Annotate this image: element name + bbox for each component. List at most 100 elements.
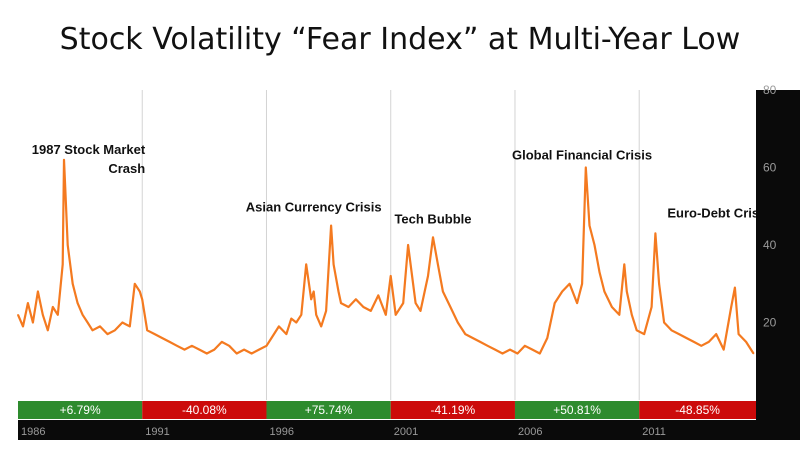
annotation-label: Global Financial Crisis — [512, 148, 652, 163]
data-point — [121, 321, 124, 324]
data-point — [693, 341, 695, 343]
data-point — [432, 236, 434, 239]
data-point — [581, 282, 583, 285]
data-point — [270, 337, 273, 339]
period-return-label: -41.19% — [430, 403, 475, 417]
x-tick-label: 2011 — [642, 426, 666, 438]
data-point — [61, 263, 64, 266]
data-point — [250, 352, 253, 355]
data-point — [479, 341, 481, 343]
y-tick-label: 20 — [763, 316, 777, 330]
data-point — [524, 344, 526, 347]
data-point — [658, 282, 660, 285]
data-point — [64, 186, 67, 188]
data-point — [509, 348, 511, 351]
data-point — [501, 352, 504, 355]
data-point — [340, 302, 342, 304]
data-point — [183, 348, 186, 351]
data-point — [330, 224, 332, 227]
x-tick-label: 1991 — [145, 426, 169, 438]
data-point — [707, 341, 710, 343]
data-point — [618, 313, 621, 316]
data-point — [138, 290, 141, 293]
data-point — [99, 325, 101, 328]
data-point — [161, 337, 163, 339]
data-point — [106, 333, 109, 335]
data-point — [355, 298, 357, 301]
data-point — [37, 290, 39, 293]
x-tick-labels: 1986 1991 1996 2001 2006 2011 — [21, 426, 666, 438]
data-point — [168, 341, 171, 343]
data-point — [584, 166, 587, 169]
data-point — [146, 329, 149, 332]
x-tick-label: 2006 — [518, 426, 542, 438]
data-point — [278, 325, 280, 328]
data-point — [332, 263, 335, 266]
data-point — [635, 329, 638, 332]
data-point — [394, 313, 397, 316]
period-return-label: +50.81% — [553, 403, 601, 417]
data-point — [86, 321, 89, 324]
data-point — [603, 290, 606, 293]
data-point — [377, 294, 380, 297]
period-returns-bar: +6.79% -40.08% +75.74% -41.19% +50.81% -48.85… — [18, 401, 756, 419]
data-point — [51, 306, 54, 308]
plot-background — [18, 90, 756, 400]
data-point — [141, 298, 144, 301]
data-point — [198, 348, 201, 351]
data-point — [414, 302, 417, 304]
data-point — [325, 310, 327, 312]
data-point — [265, 344, 268, 347]
data-point — [191, 344, 193, 347]
data-point — [654, 232, 657, 235]
data-point — [63, 158, 65, 161]
grid-lines — [141, 90, 640, 400]
data-point — [752, 352, 755, 355]
data-point — [588, 224, 591, 227]
data-point — [22, 325, 24, 328]
data-point — [685, 337, 688, 339]
data-point — [745, 341, 747, 343]
data-point — [310, 298, 313, 301]
data-point — [643, 333, 645, 335]
data-point — [228, 344, 231, 347]
data-point — [27, 302, 29, 304]
period-return-label: -40.08% — [182, 403, 227, 417]
data-point — [611, 306, 613, 308]
series-line-0 — [16, 158, 755, 355]
data-point — [553, 302, 556, 304]
data-point — [300, 313, 303, 316]
data-point — [737, 333, 740, 335]
data-point — [42, 313, 44, 316]
data-point — [295, 321, 298, 324]
data-point — [516, 352, 519, 355]
data-point — [384, 313, 387, 316]
data-point — [449, 306, 452, 308]
data-point — [220, 341, 223, 343]
period-return-band — [18, 401, 143, 419]
data-point — [129, 325, 131, 328]
data-point — [370, 310, 372, 312]
annotation-label-line2: Crash — [108, 161, 145, 176]
data-point — [258, 348, 260, 351]
data-point — [730, 306, 732, 308]
data-point — [442, 290, 444, 293]
period-return-band — [266, 401, 391, 419]
period-return-label: +75.74% — [305, 403, 353, 417]
data-point — [419, 310, 422, 312]
y-tick-label: 40 — [763, 238, 777, 252]
y-tick-labels: 20 40 60 80 — [763, 83, 777, 330]
y-tick-label: 60 — [763, 161, 777, 175]
x-tick-label: 1986 — [21, 426, 45, 438]
series-line-layer — [16, 158, 755, 355]
data-point — [290, 317, 293, 320]
data-point — [464, 333, 467, 335]
x-tick-label: 1996 — [269, 426, 293, 438]
data-point — [71, 282, 74, 285]
data-point — [337, 290, 340, 293]
period-return-band — [142, 401, 267, 419]
period-return-band — [639, 401, 756, 419]
data-point — [715, 333, 718, 335]
data-point — [362, 306, 365, 308]
